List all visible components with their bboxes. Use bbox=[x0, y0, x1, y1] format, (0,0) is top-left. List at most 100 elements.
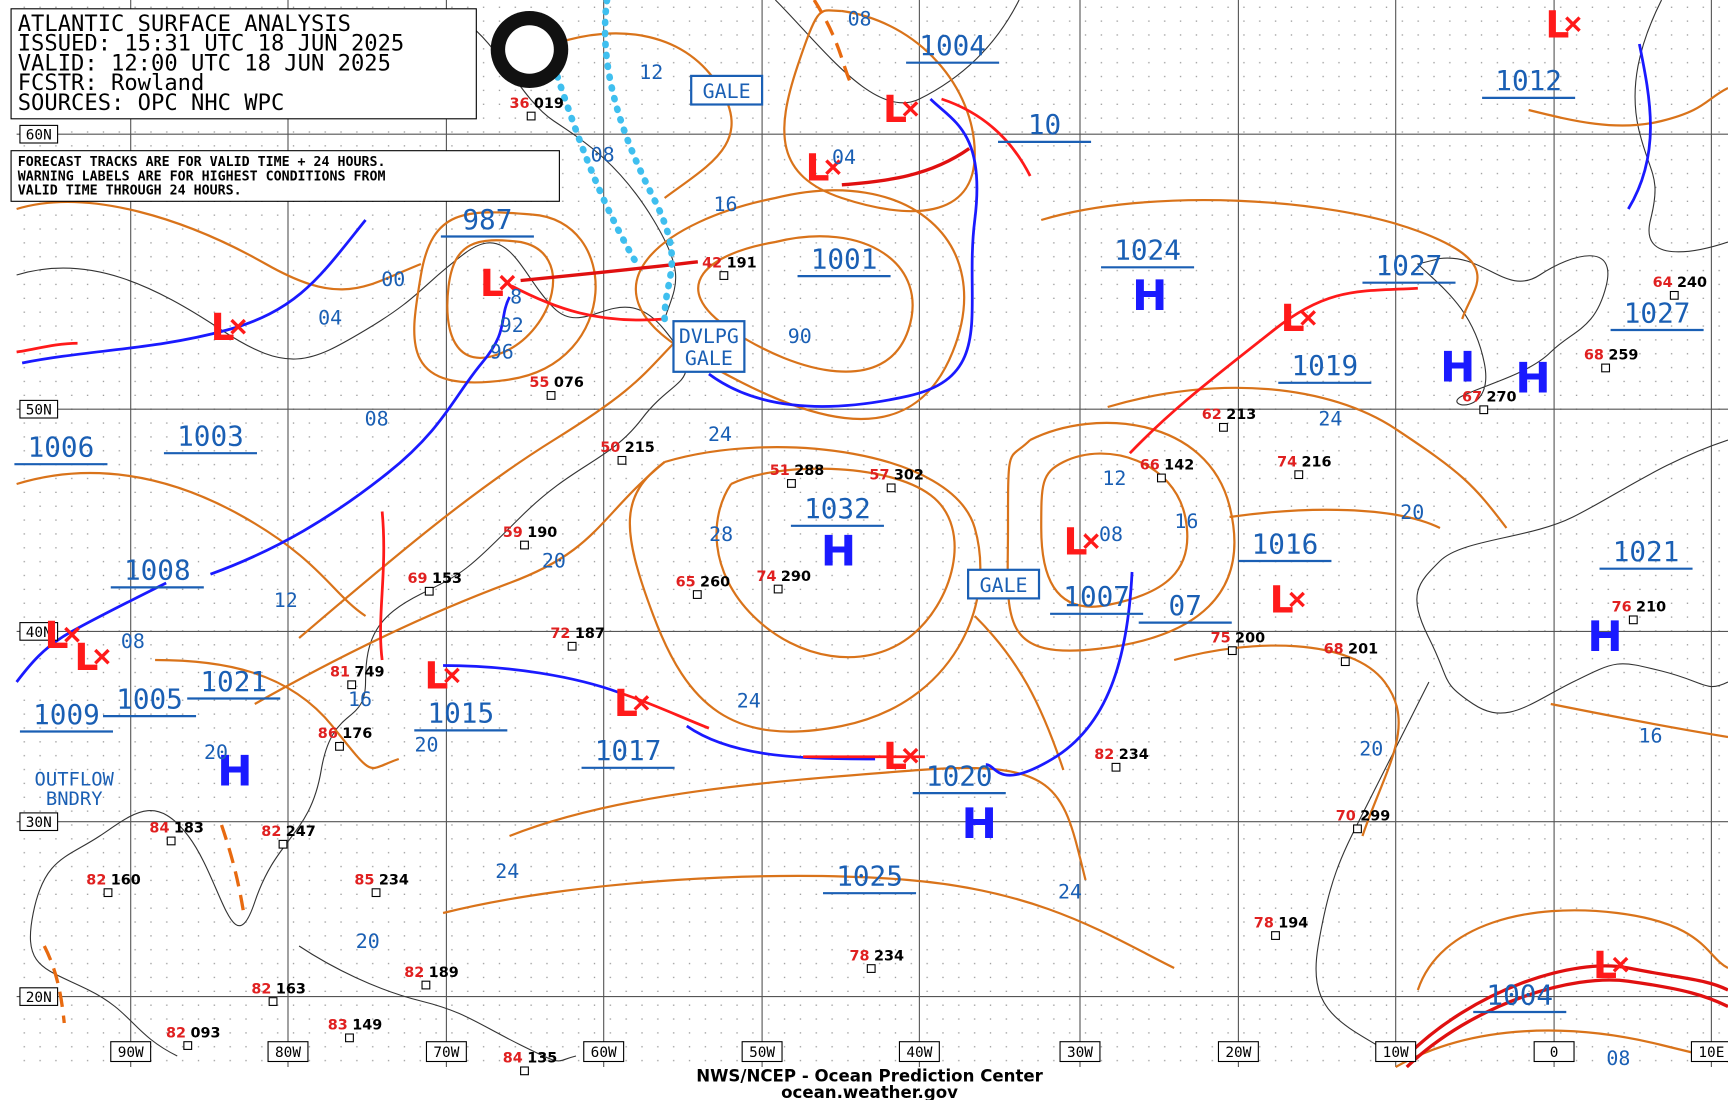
high-center: H bbox=[1132, 271, 1167, 320]
low-x bbox=[499, 274, 516, 291]
station-temperature: 65 bbox=[676, 574, 696, 590]
station-pressure: 160 bbox=[111, 872, 141, 888]
station-marker bbox=[335, 741, 344, 751]
latitude-label: 40N bbox=[26, 625, 52, 641]
pressure-label: 1027 bbox=[1624, 296, 1691, 329]
latitude-label-box bbox=[19, 124, 59, 144]
pressure-label: 1024 bbox=[1114, 234, 1181, 267]
station-temperature: 84 bbox=[503, 1051, 523, 1067]
station-marker bbox=[1601, 363, 1611, 373]
pressure-label: 1005 bbox=[116, 682, 183, 715]
station-temperature: 66 bbox=[1140, 458, 1160, 474]
pressure-label: 1007 bbox=[1063, 580, 1130, 613]
station-pressure: 234 bbox=[379, 872, 409, 888]
station-pressure: 213 bbox=[1226, 407, 1256, 423]
pressure-label: 1017 bbox=[595, 734, 662, 767]
pressure-label: 1019 bbox=[1291, 349, 1358, 382]
isobar-label: 16 bbox=[1174, 510, 1198, 533]
header-forecaster: FCSTR: Rowland bbox=[18, 71, 205, 96]
longitude-label: 50W bbox=[749, 1045, 775, 1061]
isobar-label: 20 bbox=[1359, 738, 1383, 761]
station-temperature: 36 bbox=[509, 96, 529, 112]
station-marker bbox=[787, 479, 796, 488]
station-marker bbox=[526, 111, 536, 121]
low-x bbox=[94, 648, 110, 665]
pressure-label: 1001 bbox=[811, 242, 878, 275]
station-pressure: 234 bbox=[1119, 747, 1149, 763]
header-issued: ISSUED: 15:31 UTC 18 JUN 2025 bbox=[18, 32, 405, 57]
station-pressure: 176 bbox=[342, 726, 372, 742]
station-marker bbox=[520, 540, 529, 550]
low-x bbox=[902, 101, 919, 117]
station-temperature: 62 bbox=[1202, 407, 1222, 423]
station-marker bbox=[345, 1033, 354, 1043]
station-marker bbox=[1271, 931, 1280, 940]
longitude-label-box bbox=[1690, 1041, 1728, 1063]
pressure-label: 1016 bbox=[1252, 527, 1319, 560]
footer-line: NWS/NCEP - Ocean Prediction Center bbox=[696, 1066, 1043, 1085]
station-marker bbox=[1156, 473, 1166, 483]
station-marker bbox=[347, 680, 357, 690]
station-pressure: 135 bbox=[527, 1051, 557, 1067]
low-center: L bbox=[883, 87, 907, 131]
longitude-label: 90W bbox=[118, 1045, 144, 1061]
isobar-label: 24 bbox=[737, 689, 761, 712]
station-temperature: 69 bbox=[408, 571, 428, 587]
longitude-label-box bbox=[1375, 1041, 1417, 1063]
latitude-label-box bbox=[19, 987, 59, 1006]
station-temperature: 78 bbox=[850, 948, 870, 964]
header-sources: SOURCES: OPC NHC WPC bbox=[18, 91, 285, 116]
station-pressure: 187 bbox=[575, 626, 605, 642]
station-marker bbox=[166, 836, 176, 846]
station-marker bbox=[1353, 824, 1362, 834]
low-center: L bbox=[1593, 943, 1617, 987]
station-pressure: 247 bbox=[286, 824, 316, 840]
station-pressure: 163 bbox=[276, 981, 306, 997]
station-marker bbox=[268, 997, 278, 1006]
pressure-label: 1008 bbox=[124, 554, 191, 587]
station-marker bbox=[103, 888, 113, 898]
pressure-label: 1004 bbox=[1486, 978, 1553, 1011]
low-x bbox=[444, 667, 460, 684]
station-marker bbox=[1479, 405, 1489, 415]
warning-label: GALE bbox=[980, 574, 1028, 597]
warning-box bbox=[690, 74, 764, 106]
warning-label: GALE bbox=[685, 347, 733, 370]
pressure-label: 1003 bbox=[177, 420, 244, 453]
isobar-label: 20 bbox=[204, 741, 228, 764]
pressure-label: 1004 bbox=[919, 29, 986, 62]
isobar-label: 24 bbox=[708, 423, 732, 446]
low-center: L bbox=[424, 654, 448, 698]
low-x bbox=[1083, 533, 1099, 549]
station-pressure: 200 bbox=[1235, 630, 1265, 646]
station-pressure: 076 bbox=[554, 375, 584, 391]
station-temperature: 64 bbox=[1653, 275, 1673, 291]
warning-box bbox=[967, 568, 1041, 600]
isobar-label: 08 bbox=[591, 144, 615, 167]
station-pressure: 191 bbox=[727, 255, 757, 271]
pressure-label: 1025 bbox=[836, 860, 903, 893]
longitude-label: 10E bbox=[1698, 1045, 1724, 1061]
isobar-label: 24 bbox=[495, 860, 519, 883]
low-center: L bbox=[1270, 578, 1294, 622]
longitude-label: 60W bbox=[591, 1045, 617, 1061]
high-center: H bbox=[1587, 612, 1622, 661]
isobar-label: 12 bbox=[1102, 467, 1126, 490]
isobar-label: 92 bbox=[500, 314, 524, 337]
low-center: L bbox=[1064, 520, 1088, 564]
station-temperature: 83 bbox=[328, 1018, 348, 1034]
isobar-label: 20 bbox=[542, 550, 566, 573]
pressure-label: 1006 bbox=[28, 431, 95, 464]
station-temperature: 59 bbox=[503, 525, 523, 541]
low-x bbox=[230, 318, 246, 335]
station-marker bbox=[1227, 646, 1237, 656]
station-pressure: 259 bbox=[1608, 348, 1638, 364]
longitude-label-box bbox=[1059, 1041, 1101, 1063]
isobar-label: 08 bbox=[1606, 1047, 1630, 1070]
longitude-label-box bbox=[898, 1041, 940, 1063]
pressure-label: 10 bbox=[1028, 108, 1061, 141]
notice-line: FORECAST TRACKS ARE FOR VALID TIME + 24 … bbox=[18, 155, 386, 170]
header-valid: VALID: 12:00 UTC 18 JUN 2025 bbox=[18, 51, 391, 76]
isobar-label: 12 bbox=[274, 589, 298, 612]
